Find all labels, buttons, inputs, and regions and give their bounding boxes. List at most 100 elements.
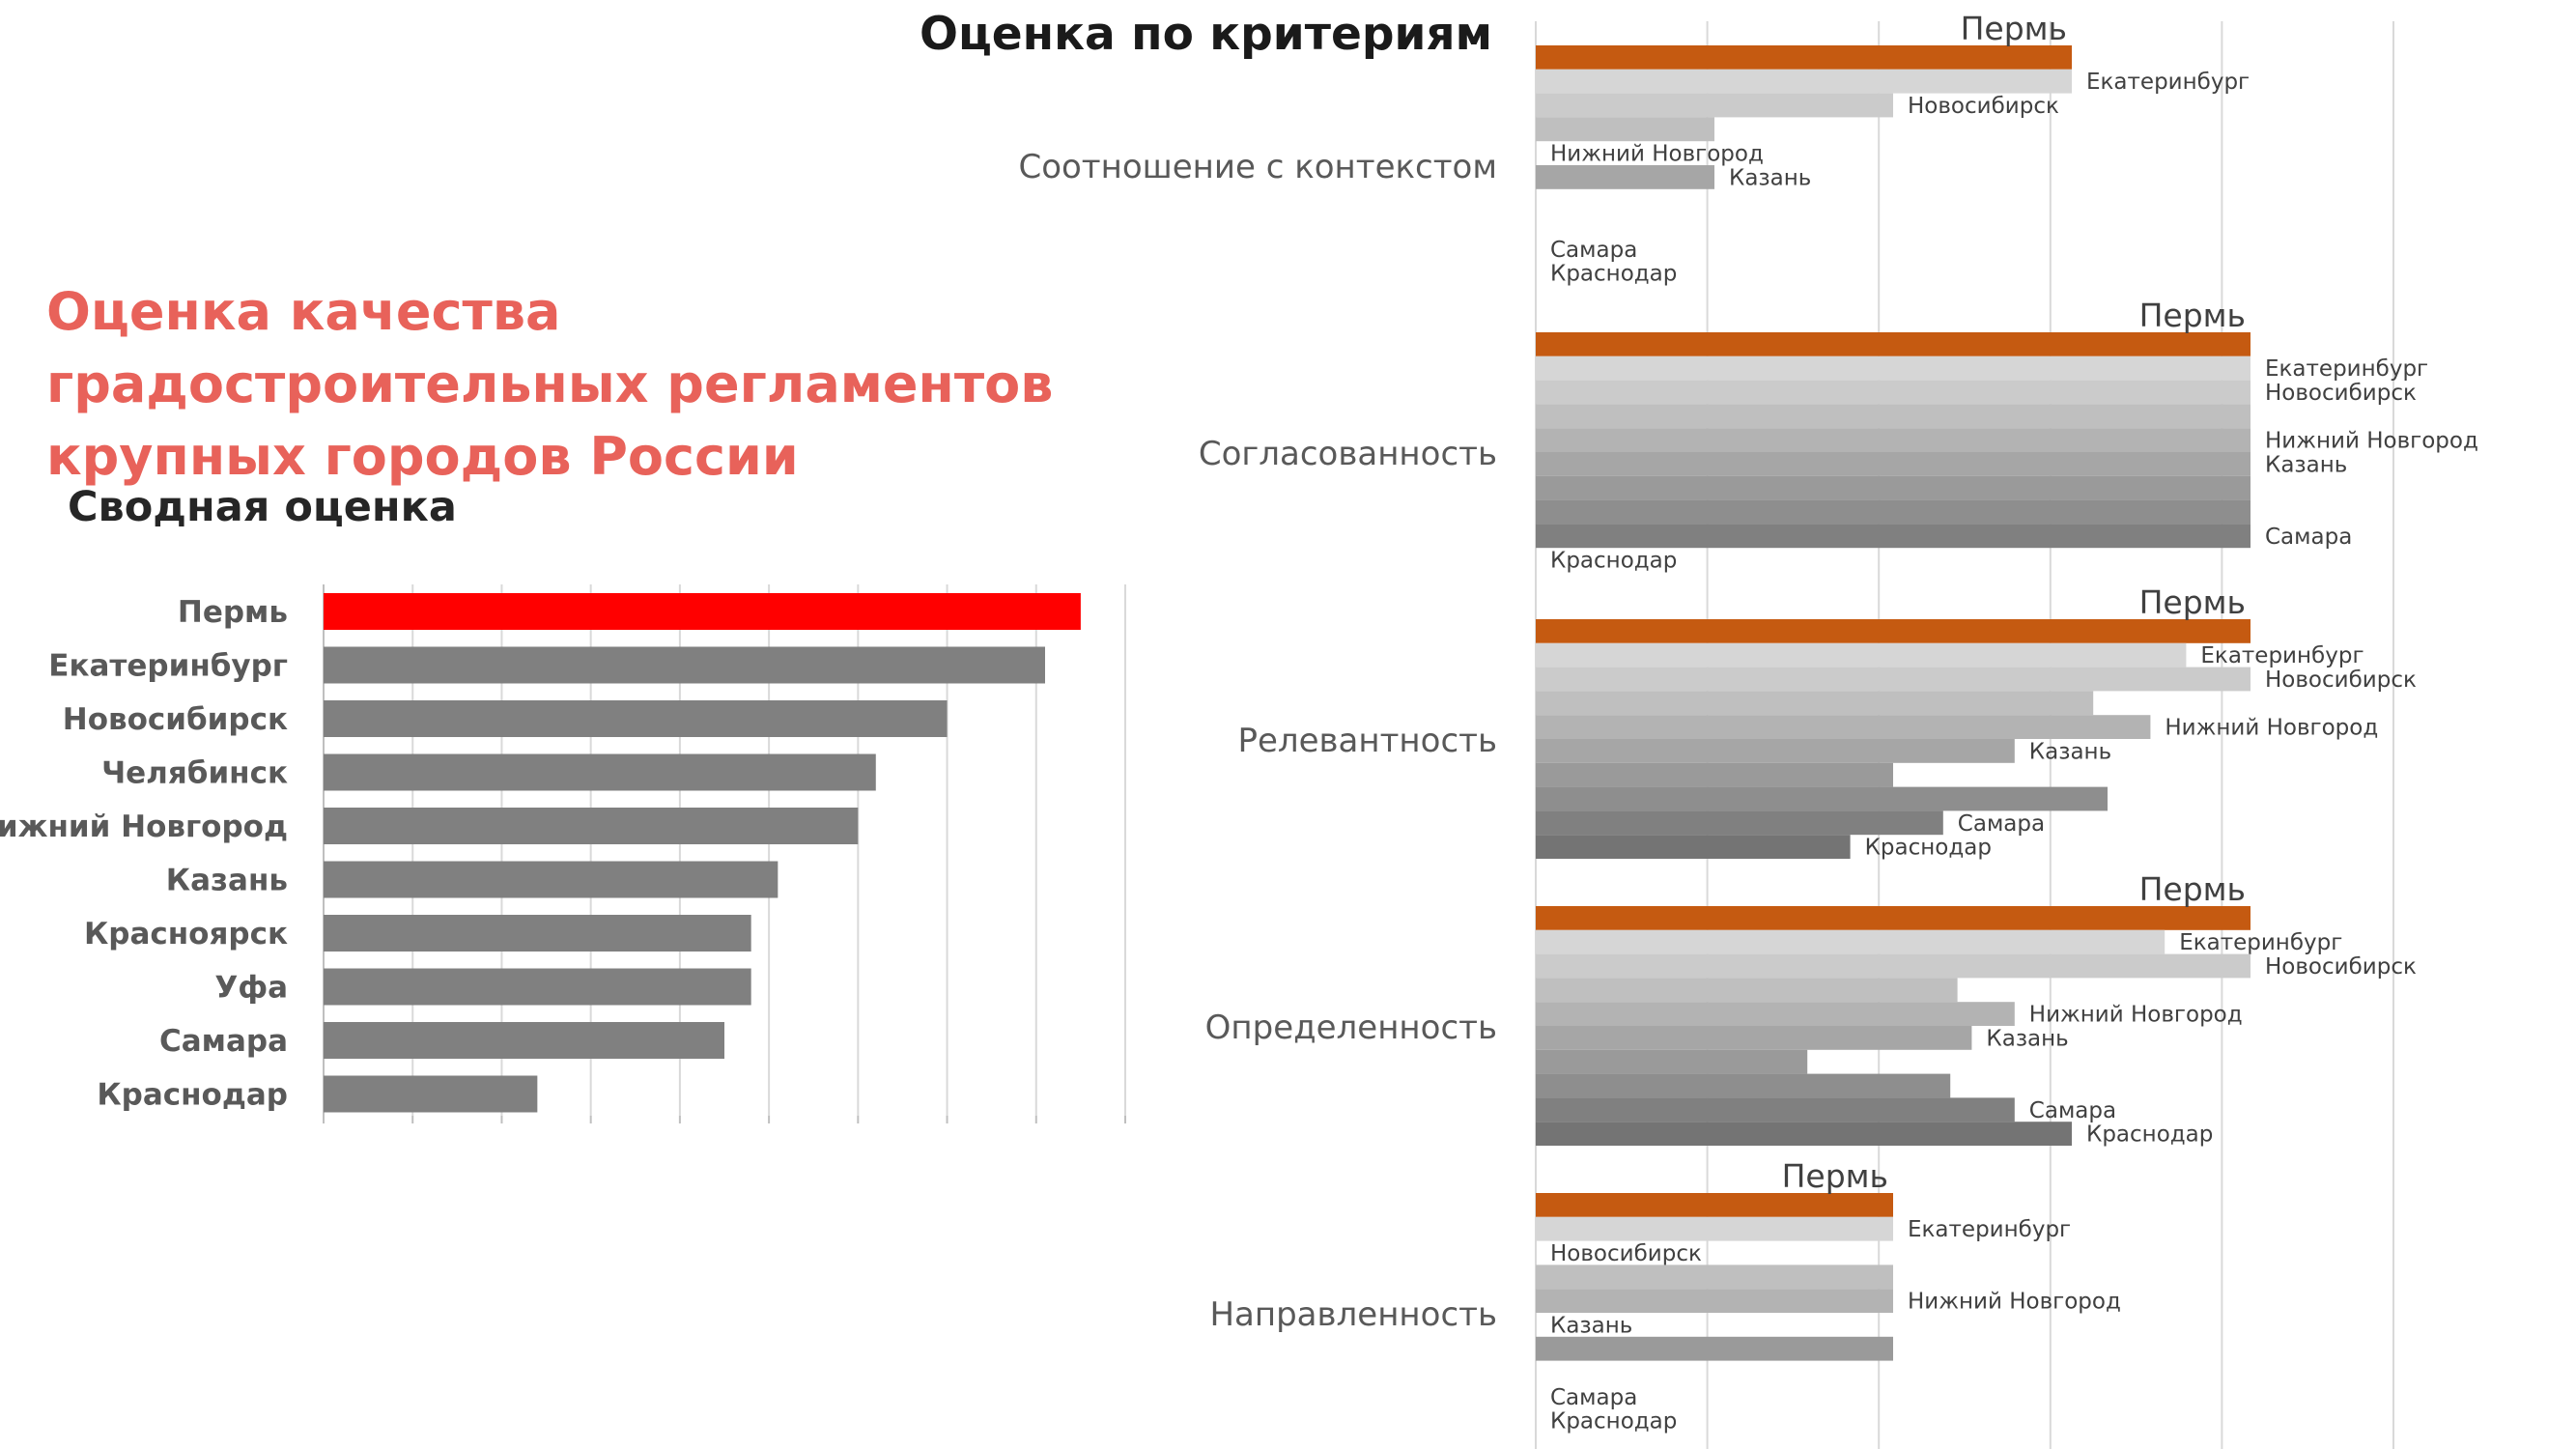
main-title: Оценка качества градостроительных реглам… [46, 281, 1054, 487]
criteria-bar [1536, 1193, 1893, 1217]
criteria-bar [1536, 499, 2250, 525]
criteria-bar [1536, 667, 2250, 692]
criteria-bar-label: Самара [1958, 811, 2045, 837]
criteria-bar [1536, 332, 2250, 356]
criteria-bar [1536, 1002, 2015, 1026]
criteria-bar-label-perm: Пермь [2139, 297, 2246, 334]
criteria-bar-label: Краснодар [2086, 1122, 2213, 1148]
criteria-bar-label: Нижний Новгород [1550, 142, 1764, 167]
summary-category-label: Самара [159, 1024, 288, 1059]
criteria-chart-title: Оценка по критериям [919, 8, 1492, 61]
criteria-bar [1536, 929, 2166, 954]
summary-bar [324, 1075, 538, 1113]
criteria-bar-label: Краснодар [1550, 549, 1677, 574]
summary-category-label: Пермь [178, 595, 288, 630]
summary-category-label: Новосибирск [63, 702, 288, 737]
criteria-bar-label: Екатеринбург [2265, 356, 2428, 382]
criteria-bar [1536, 642, 2187, 668]
criteria-bar-label-perm: Пермь [1782, 1157, 1888, 1195]
criteria-bar-label: Екатеринбург [2200, 643, 2364, 668]
summary-bar [324, 700, 948, 737]
summary-chart-title: Сводная оценка [68, 483, 457, 531]
summary-category-label: Екатеринбург [48, 649, 288, 684]
criteria-bar [1536, 715, 2151, 739]
criteria-bar [1536, 1216, 1893, 1241]
summary-bar [324, 593, 1081, 630]
criteria-bar-label: Нижний Новгород [2165, 716, 2378, 741]
criteria-bar [1536, 1049, 1808, 1074]
summary-category-label: Красноярск [84, 917, 288, 952]
criteria-bar-label: Казань [2029, 739, 2111, 764]
criteria-bar [1536, 1336, 1893, 1361]
criteria-bar-label: Казань [1729, 165, 1811, 190]
criteria-bar [1536, 45, 2072, 70]
summary-category-label: Краснодар [97, 1078, 288, 1113]
criteria-bar-label: Новосибирск [2265, 381, 2417, 406]
summary-category-label: Челябинск [101, 756, 288, 791]
criteria-bar [1536, 1097, 2015, 1122]
criteria-bar [1536, 1264, 1893, 1290]
criteria-bar-label: Новосибирск [1550, 1241, 1702, 1266]
criteria-bar [1536, 1073, 1951, 1098]
criteria-bar-label-perm: Пермь [1961, 10, 2067, 47]
criteria-bar-label: Казань [1550, 1313, 1632, 1338]
summary-category-label: Уфа [214, 971, 288, 1006]
criteria-bar [1536, 953, 2250, 979]
criteria-bar [1536, 978, 1958, 1003]
criteria-bar [1536, 786, 2108, 811]
criteria-bar [1536, 762, 1893, 787]
criteria-group-label: Определенность [1205, 1009, 1497, 1047]
criteria-bar-label: Екатеринбург [2086, 70, 2250, 95]
criteria-bar [1536, 93, 1893, 118]
criteria-bar-label: Новосибирск [1908, 94, 2059, 119]
summary-bar [324, 1022, 724, 1059]
criteria-bar [1536, 380, 2250, 405]
criteria-bar-label-perm: Пермь [2139, 583, 2246, 621]
criteria-group-label: Соотношение с контекстом [1018, 148, 1497, 186]
criteria-bar-label: Самара [1550, 238, 1637, 263]
criteria-bar-label: Самара [1550, 1385, 1637, 1410]
summary-bar [324, 861, 778, 898]
summary-bar [324, 915, 751, 952]
criteria-bar [1536, 1026, 1972, 1050]
criteria-bar-label: Самара [2029, 1098, 2116, 1123]
criteria-bar [1536, 835, 1851, 859]
criteria-bar [1536, 475, 2250, 500]
criteria-bar [1536, 355, 2250, 381]
criteria-bar-label: Екатеринбург [2179, 930, 2342, 955]
criteria-bar [1536, 404, 2250, 429]
criteria-bar-label: Нижний Новгород [1908, 1290, 2121, 1315]
criteria-bar [1536, 619, 2250, 643]
criteria-bar [1536, 428, 2250, 452]
criteria-group-label: Согласованность [1199, 435, 1497, 473]
criteria-bar [1536, 810, 1943, 836]
criteria-bar [1536, 1122, 2072, 1146]
criteria-bar-label: Нижний Новгород [2265, 429, 2478, 454]
criteria-group-label: Направленность [1209, 1295, 1497, 1334]
criteria-bar [1536, 739, 2015, 763]
summary-bar [324, 808, 859, 844]
criteria-bar [1536, 69, 2072, 94]
criteria-bar [1536, 906, 2250, 930]
criteria-bar-label-perm: Пермь [2139, 870, 2246, 908]
summary-category-label: Нижний Новгород [0, 810, 288, 844]
criteria-bar-label: Новосибирск [2265, 954, 2417, 980]
criteria-bar-label: Казань [2265, 452, 2347, 477]
criteria-bar [1536, 1289, 1893, 1313]
criteria-bar-label: Самара [2265, 525, 2352, 550]
summary-bar [324, 753, 876, 791]
criteria-bar [1536, 691, 2094, 716]
criteria-bar-label: Новосибирск [2265, 668, 2417, 693]
criteria-bar [1536, 524, 2250, 549]
criteria-bar-label: Екатеринбург [1908, 1217, 2071, 1242]
criteria-bar [1536, 452, 2250, 476]
criteria-bar-label: Казань [1986, 1026, 2068, 1051]
criteria-bar-label: Краснодар [1550, 262, 1677, 287]
criteria-bar-label: Нижний Новгород [2029, 1003, 2243, 1028]
criteria-group-label: Релевантность [1237, 722, 1497, 760]
criteria-bar-label: Краснодар [1865, 836, 1992, 861]
criteria-bar-label: Краснодар [1550, 1409, 1677, 1435]
summary-bar [324, 968, 751, 1006]
